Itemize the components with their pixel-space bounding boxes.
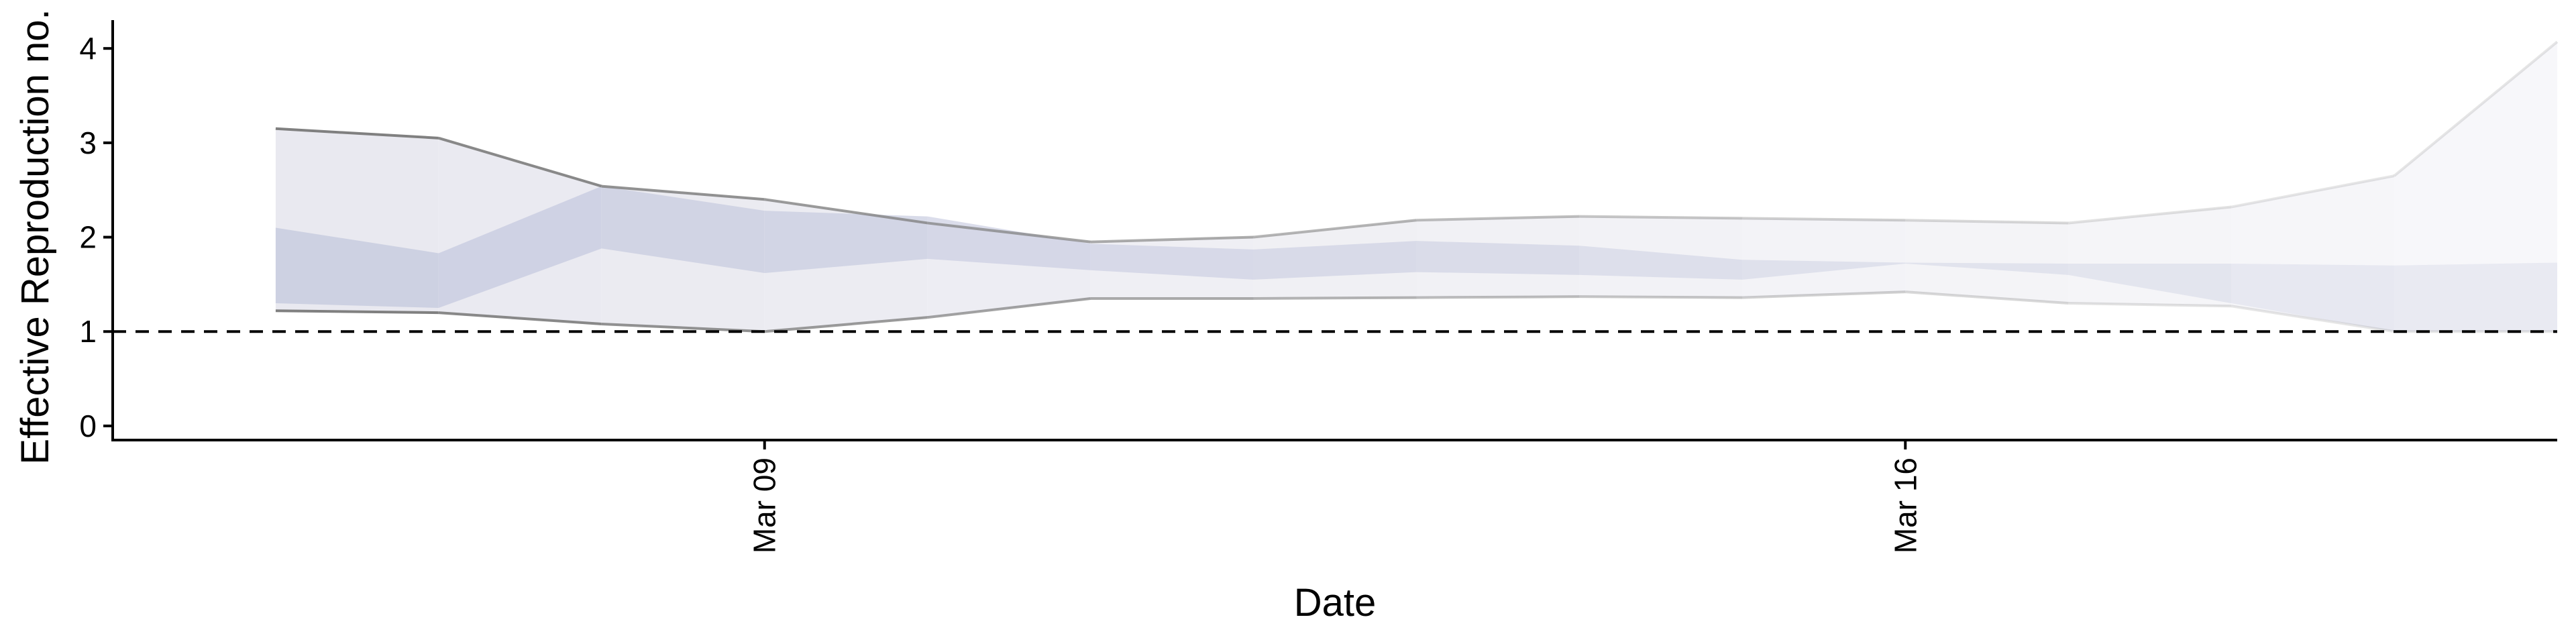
x-ticks: Mar 09 Mar 16: [747, 440, 1923, 553]
upper-edge-segment-11: [2068, 205, 2232, 225]
outer-band-segment-10: [1905, 220, 2069, 304]
upper-edge-segment-10: [1905, 219, 2069, 225]
lower-edge-segment-11: [2068, 302, 2232, 308]
inner-band-segment-7: [1416, 241, 1580, 275]
upper-edge-segment-13: [2393, 40, 2559, 177]
upper-edge-segment-9: [1742, 217, 1906, 222]
y-tick-label-2: 2: [79, 220, 97, 255]
outer-band-segment-11: [2068, 207, 2232, 307]
upper-edge-segment-7: [1416, 215, 1580, 222]
upper-edge-segment-8: [1579, 215, 1743, 220]
upper-edge-segment-2: [601, 184, 765, 201]
inner-band-segment-1: [438, 186, 602, 309]
outer-band-segment-8: [1579, 216, 1743, 298]
x-tick-label-0: Mar 09: [747, 458, 782, 553]
y-tick-label-3: 3: [79, 125, 97, 160]
inner-band-segment-5: [1090, 244, 1254, 280]
lower-edge-segment-1: [438, 311, 602, 325]
y-axis-title: Effective Reproduction no.: [13, 9, 57, 464]
upper-edge-segment-12: [2231, 174, 2395, 209]
upper-edge-segment-6: [1253, 219, 1417, 239]
lower-edge-segment-6: [1253, 296, 1417, 300]
inner-band-segment-13: [2394, 262, 2557, 332]
outer-band-segment-13: [2394, 42, 2557, 332]
axes: [111, 20, 2557, 441]
y-tick-label-1: 1: [79, 314, 97, 349]
y-tick-label-0: 0: [79, 409, 97, 443]
upper-edge-segment-5: [1090, 235, 1254, 244]
inner-band-segment-11: [2068, 263, 2232, 304]
inner-band-segment-0: [275, 227, 439, 309]
bands: [275, 40, 2559, 333]
x-tick-label-1: Mar 16: [1888, 458, 1923, 553]
upper-edge-segment-3: [764, 198, 928, 225]
outer-band-segment-12: [2231, 176, 2395, 332]
inner-band-segment-4: [927, 216, 1091, 270]
upper-edge-segment-4: [927, 221, 1091, 244]
upper-edge-segment-0: [275, 127, 439, 140]
x-axis-title: Date: [1294, 581, 1377, 625]
inner-band-segment-6: [1253, 241, 1417, 280]
lower-edge-segment-3: [764, 316, 928, 333]
y-tick-label-4: 4: [79, 31, 97, 66]
lower-edge-segment-12: [2231, 305, 2395, 333]
upper-edge-segment-1: [438, 136, 602, 188]
y-ticks: 0 1 2 3 4: [79, 31, 113, 443]
inner-band-segment-8: [1579, 246, 1743, 280]
inner-band-segment-9: [1742, 260, 1906, 280]
lower-edge-segment-4: [927, 297, 1091, 319]
inner-band-segment-10: [1905, 262, 2069, 275]
lower-edge-segment-0: [275, 309, 439, 315]
outer-band-segment-9: [1742, 218, 1906, 298]
lower-edge-segment-9: [1742, 290, 1906, 299]
inner-band-segment-3: [764, 211, 928, 274]
inner-band-segment-2: [601, 186, 765, 274]
inner-band-segment-12: [2231, 263, 2395, 332]
lower-edge-segment-10: [1905, 290, 2069, 305]
